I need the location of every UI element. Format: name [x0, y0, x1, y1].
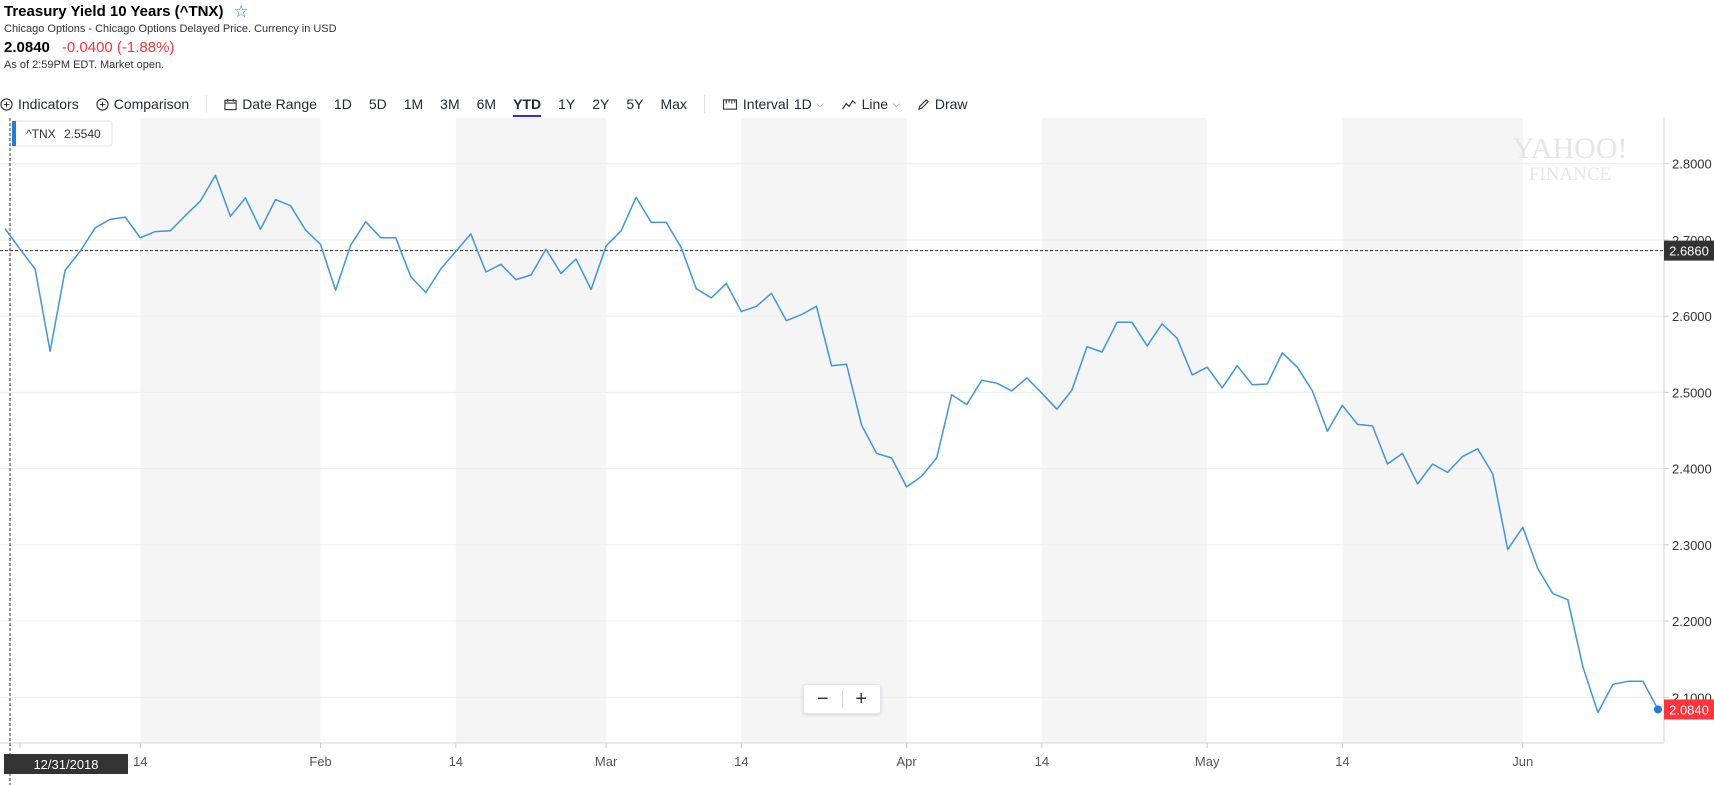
shade-band — [140, 118, 321, 743]
last-point-dot — [1654, 705, 1662, 714]
x-tick-label: Jun — [1512, 754, 1533, 769]
x-tick-label: 14 — [1035, 754, 1049, 769]
toolbar-divider — [703, 95, 705, 113]
range-1m[interactable]: 1M — [403, 96, 424, 112]
range-1d[interactable]: 1D — [333, 96, 352, 112]
zoom-controls: − + — [803, 684, 881, 714]
calendar-icon — [224, 98, 237, 110]
zoom-in-button[interactable]: + — [855, 688, 868, 710]
range-1y[interactable]: 1Y — [558, 96, 576, 112]
chart-type-label: Line — [861, 96, 889, 112]
quote-as-of: As of 2:59PM EDT. Market open. — [4, 59, 165, 71]
plus-circle-icon — [0, 97, 13, 111]
y-tick-label: 2.3000 — [1672, 538, 1712, 553]
line-chart-icon — [841, 99, 856, 109]
legend-swatch — [12, 121, 16, 146]
x-tick-label: 14 — [1335, 754, 1349, 769]
quote-subtitle: Chicago Options - Chicago Options Delaye… — [4, 23, 337, 35]
x-tick-label: 14 — [734, 754, 748, 769]
shade-band — [1041, 118, 1208, 743]
interval-dropdown[interactable]: Interval 1D ⌵ — [722, 96, 824, 112]
watermark-yahoo: YAHOO! — [1513, 132, 1628, 165]
last-price-value: 2.0840 — [1669, 702, 1709, 717]
indicators-button[interactable]: Indicators — [0, 96, 79, 112]
zoom-out-button[interactable]: − — [816, 688, 829, 710]
x-tick-label: 14 — [133, 754, 147, 769]
chart-type-dropdown[interactable]: Line ⌵ — [841, 96, 900, 112]
quote-header: Treasury Yield 10 Years (^TNX) ☆ Chicago… — [4, 3, 337, 71]
zoom-divider — [841, 690, 843, 708]
x-tick-label: May — [1195, 754, 1220, 769]
range-3m[interactable]: 3M — [440, 96, 460, 112]
chevron-down-icon: ⌵ — [816, 98, 824, 109]
last-price-tag: 2.0840 — [1664, 699, 1714, 720]
range-ytd[interactable]: YTD — [513, 96, 542, 117]
y-tick-label: 2.2000 — [1672, 614, 1712, 629]
crosshair-value-tag: 2.6860 — [1664, 240, 1714, 261]
shade-band — [741, 118, 907, 743]
interval-label: Interval — [742, 96, 789, 112]
date-range-button[interactable]: Date Range — [224, 96, 317, 112]
y-tick-label: 2.5000 — [1672, 385, 1712, 400]
crosshair-date: 12/31/2018 — [33, 757, 98, 772]
chevron-down-icon: ⌵ — [893, 98, 900, 109]
pencil-icon — [917, 98, 929, 110]
y-tick-label: 2.4000 — [1672, 462, 1712, 477]
plus-circle-icon — [96, 97, 109, 111]
shade-band — [455, 118, 607, 743]
range-2y[interactable]: 2Y — [592, 96, 610, 112]
shade-band — [1342, 118, 1523, 743]
comparison-button[interactable]: Comparison — [96, 96, 189, 112]
x-tick-label: Feb — [309, 754, 331, 769]
range-5d[interactable]: 5D — [368, 96, 387, 112]
toolbar-divider — [206, 95, 208, 113]
quote-price: 2.0840 — [4, 39, 50, 56]
crosshair-value: 2.6860 — [1669, 244, 1709, 259]
comparison-label: Comparison — [113, 96, 190, 112]
x-tick-label: Mar — [595, 754, 618, 769]
quote-change: -0.0400 (-1.88%) — [61, 39, 175, 56]
ruler-icon — [722, 98, 737, 110]
x-tick-label: Apr — [897, 754, 918, 769]
y-tick-label: 2.8000 — [1672, 157, 1712, 172]
range-max[interactable]: Max — [660, 96, 687, 112]
y-tick-label: 2.6000 — [1672, 309, 1712, 324]
indicators-label: Indicators — [18, 96, 79, 112]
legend-symbol: ^TNX — [26, 127, 56, 141]
chart-toolbar: Indicators Comparison Date Range 1D 5D 1… — [0, 93, 985, 117]
range-6m[interactable]: 6M — [476, 96, 497, 112]
date-range-label: Date Range — [242, 96, 317, 112]
price-chart[interactable]: YAHOO! FINANCE 2.80002.70002.60002.50002… — [0, 118, 1714, 785]
quote-title: Treasury Yield 10 Years (^TNX) — [4, 3, 224, 20]
legend-value: 2.5540 — [64, 127, 101, 141]
x-tick-label: 14 — [449, 754, 463, 769]
star-icon[interactable]: ☆ — [233, 2, 249, 21]
draw-label: Draw — [934, 96, 968, 112]
range-5y[interactable]: 5Y — [626, 96, 644, 112]
crosshair-date-box — [4, 754, 128, 774]
draw-button[interactable]: Draw — [917, 96, 968, 112]
series-line — [4, 174, 1659, 714]
legend-box: ^TNX 2.5540 — [11, 120, 113, 147]
watermark-finance: FINANCE — [1529, 164, 1611, 185]
interval-value: 1D — [793, 96, 812, 112]
